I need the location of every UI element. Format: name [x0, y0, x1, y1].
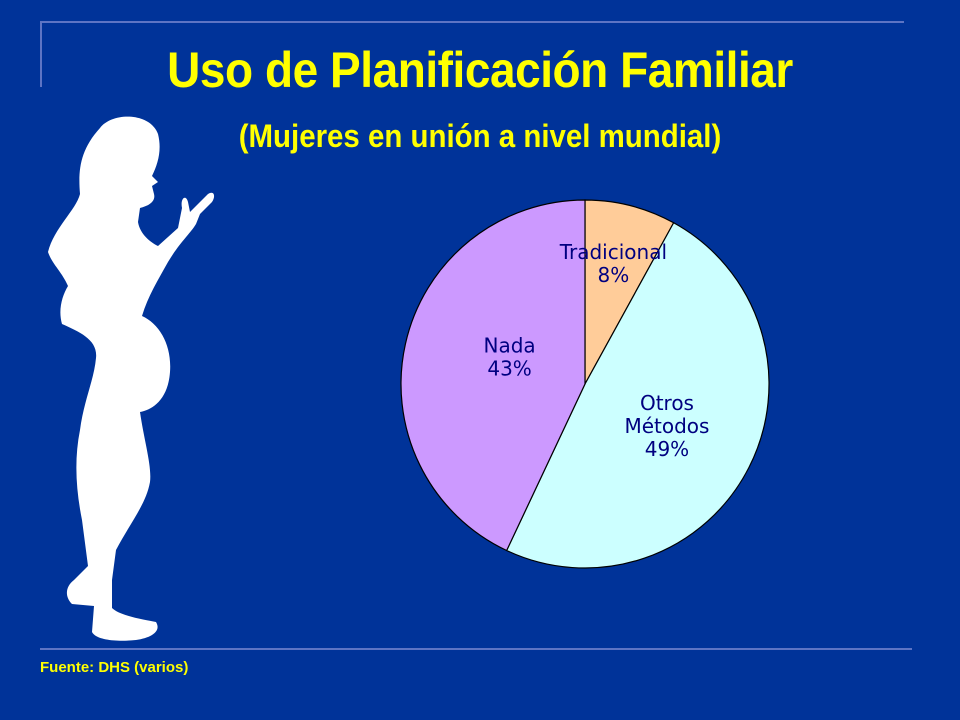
pie-label-tradicional: Tradicional 8% — [559, 240, 667, 287]
source-note: Fuente: DHS (varios) — [40, 659, 189, 676]
slide-title: Uso de Planificación Familiar — [167, 42, 793, 98]
pie-label-otros-metodos: Otros Métodos 49% — [624, 391, 709, 461]
pie-slice-otros-metodos — [505, 221, 770, 569]
pie-chart: Tradicional 8% Otros Métodos 49% Nada 43% — [400, 199, 770, 569]
slide-subtitle: (Mujeres en unión a nivel mundial) — [238, 118, 722, 154]
pregnant-woman-silhouette-image — [48, 116, 215, 641]
pie-label-nada: Nada 43% — [483, 334, 535, 381]
bottom-rule — [40, 648, 912, 650]
top-rule — [40, 21, 904, 23]
pie-slice-nada — [400, 199, 586, 552]
left-rule — [40, 21, 42, 87]
pie-slice-tradicional — [584, 199, 675, 385]
